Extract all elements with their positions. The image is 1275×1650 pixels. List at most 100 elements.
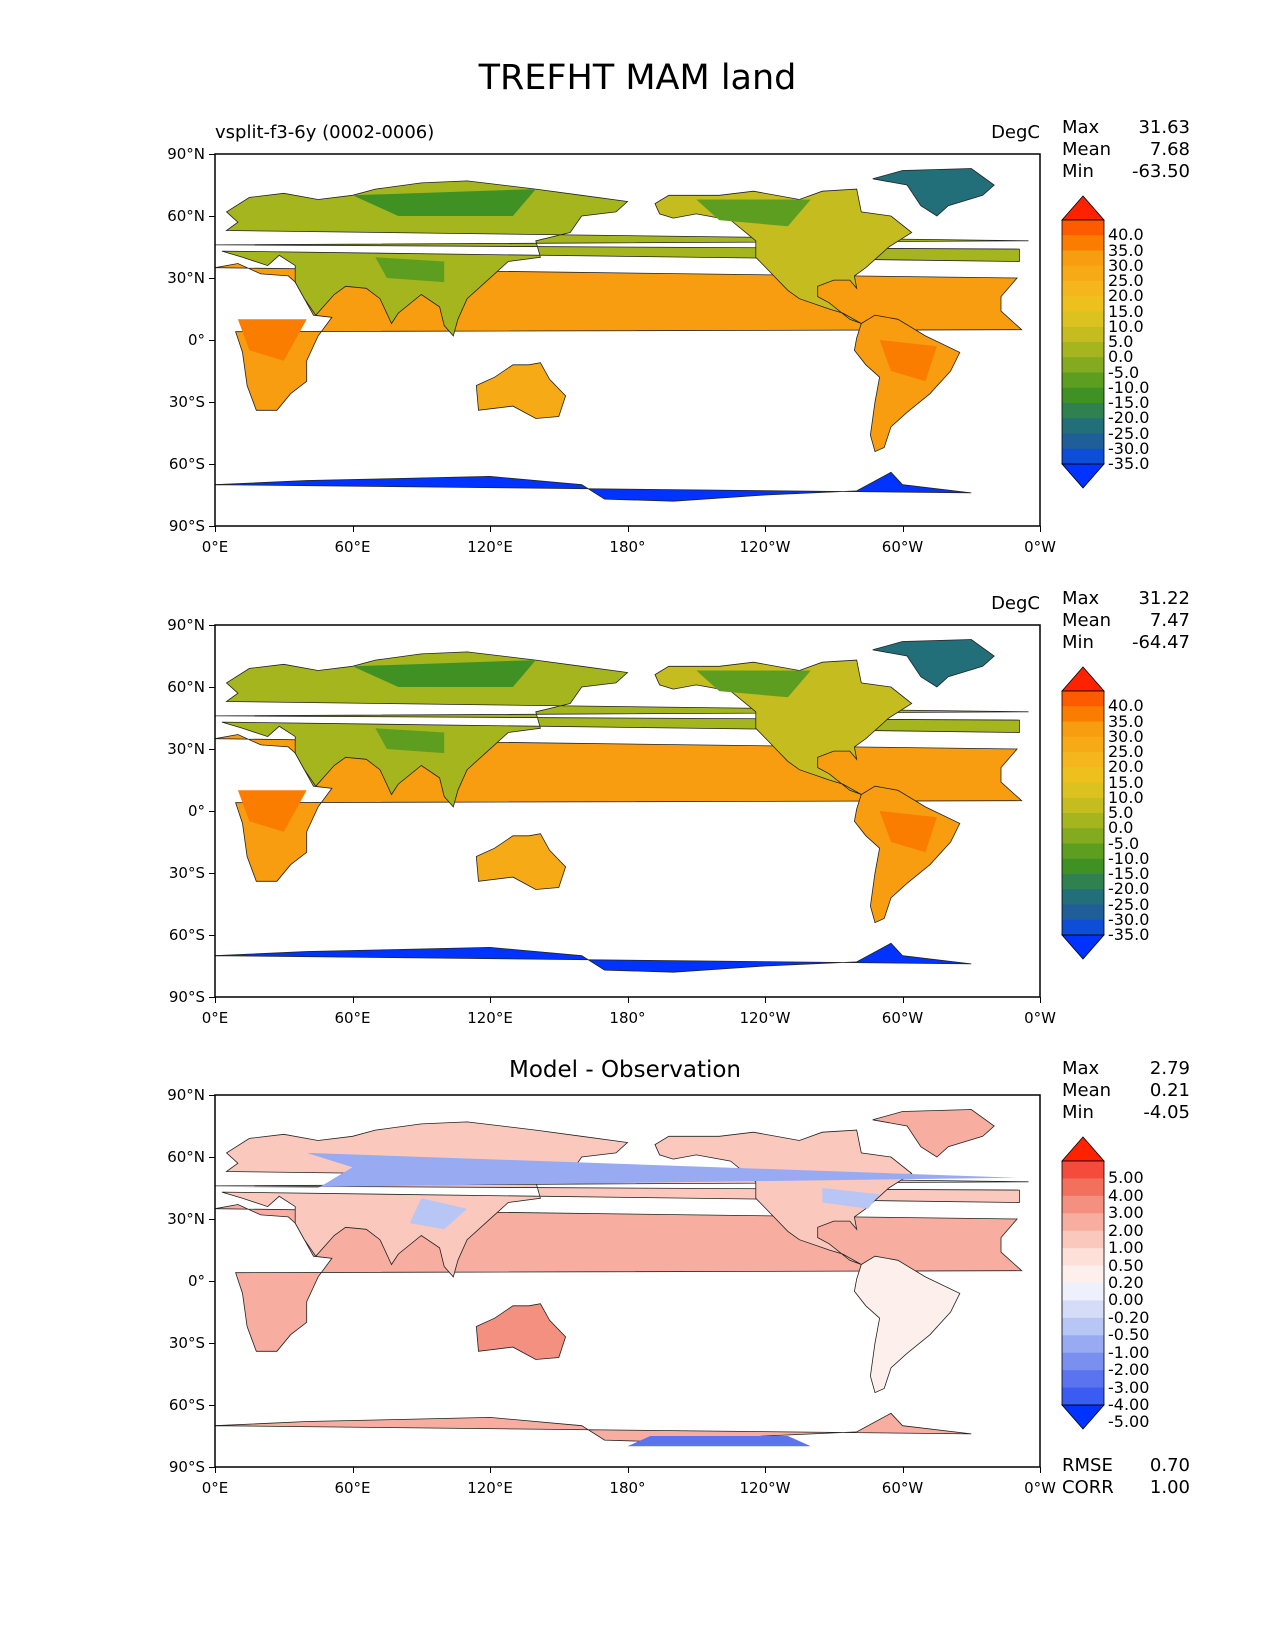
y-tick-mark	[209, 464, 215, 465]
colorbar-segment	[1062, 1248, 1104, 1267]
colorbar-tick-label: -3.00	[1108, 1377, 1150, 1397]
x-tick-label: 0°W	[1024, 538, 1056, 556]
landmass-antarctica	[214, 471, 972, 526]
y-tick-label: 60°N	[167, 1148, 205, 1166]
colorbar-tick-label: 5.00	[1108, 1168, 1144, 1188]
colorbar-tick-label: -4.00	[1108, 1395, 1150, 1414]
landmass-greenland	[872, 168, 995, 217]
colorbar-tick-label: 30.0	[1108, 255, 1144, 275]
x-tick-mark	[352, 526, 354, 532]
stat-value: -63.50	[1131, 161, 1190, 182]
colorbar-segment	[1062, 1230, 1104, 1249]
x-tick-label: 60°W	[881, 1479, 924, 1497]
landmass-namerica	[654, 188, 913, 324]
stat-value: 0.70	[1149, 1455, 1190, 1476]
x-tick-label: 180°	[609, 1009, 646, 1027]
stat-label: Max	[1062, 1058, 1100, 1079]
landmass-samerica	[853, 314, 961, 453]
y-tick-label: 60°S	[168, 926, 205, 944]
colorbar-segment	[1062, 1387, 1104, 1406]
colorbar-segment	[1062, 220, 1104, 236]
x-tick-label: 120°E	[467, 1009, 513, 1027]
units-label: DegC	[991, 593, 1040, 614]
y-tick-mark	[209, 1281, 215, 1282]
landmass-namerica	[654, 659, 913, 795]
colorbar-tick-label: 40.0	[1108, 696, 1144, 716]
y-tick-label: 60°N	[167, 207, 205, 225]
colorbar-tick-label: -20.0	[1108, 408, 1150, 428]
colorbar-tick-label: 2.00	[1108, 1220, 1144, 1240]
colorbar-segment	[1062, 828, 1104, 844]
x-tick-mark	[215, 1467, 216, 1473]
colorbar-segment	[1062, 858, 1104, 875]
x-tick-mark	[490, 1467, 491, 1473]
colorbar-segment	[1062, 1370, 1104, 1389]
stat-label: Min	[1062, 1102, 1094, 1123]
colorbar-tick-label: -20.0	[1108, 879, 1150, 899]
x-tick-label: 180°	[609, 1479, 646, 1497]
map-panel-1	[214, 153, 1041, 527]
colorbar-tick-label: 0.0	[1108, 347, 1134, 367]
colorbar-tick-label: -25.0	[1108, 423, 1150, 443]
y-tick-label: 60°S	[168, 1396, 205, 1414]
y-tick-label: 90°S	[168, 1458, 205, 1476]
units-label: DegC	[991, 122, 1040, 143]
stat-value: 31.22	[1138, 588, 1190, 609]
colorbar-segment	[1062, 418, 1104, 434]
colorbar-segment	[1062, 843, 1104, 860]
landmass-greenland	[872, 1109, 995, 1158]
colorbar-tick-label: 10.0	[1108, 316, 1144, 336]
stat-label: Max	[1062, 588, 1100, 609]
y-tick-label: 90°S	[168, 517, 205, 535]
landmass-eurasia	[214, 180, 1029, 337]
colorbar-segment	[1062, 767, 1104, 783]
y-tick-label: 90°N	[167, 1086, 205, 1104]
stat-min: Min -4.05	[1062, 1102, 1190, 1124]
colorbar-segment	[1062, 448, 1104, 465]
x-tick-label: 0°E	[201, 538, 229, 556]
colorbar-tick-label: -0.50	[1108, 1325, 1150, 1345]
colorbar-segment	[1062, 1178, 1104, 1197]
x-tick-label: 0°W	[1024, 1479, 1056, 1497]
stat-value: 2.79	[1149, 1058, 1190, 1079]
colorbar-segment	[1062, 691, 1104, 707]
colorbar-tick-label: -35.0	[1108, 925, 1150, 944]
y-tick-mark	[209, 402, 215, 403]
shading-patch	[879, 340, 937, 382]
y-tick-mark	[209, 1157, 215, 1158]
colorbar-segment	[1062, 706, 1104, 722]
stat-label: CORR	[1062, 1477, 1114, 1498]
x-tick-label: 60°W	[881, 538, 924, 556]
colorbar-tick-label: 30.0	[1108, 726, 1144, 746]
landmass-antarctica	[214, 942, 972, 997]
y-tick-label: 30°S	[168, 393, 205, 411]
colorbar-tick-label: 0.20	[1108, 1273, 1144, 1292]
y-tick-mark	[209, 749, 215, 750]
colorbar-tick-label: -5.00	[1108, 1412, 1150, 1432]
y-tick-label: 30°N	[167, 740, 205, 758]
x-tick-label: 60°E	[334, 1479, 371, 1497]
colorbar-segment	[1062, 736, 1104, 753]
colorbar-tick-label: -15.0	[1108, 393, 1150, 412]
x-tick-label: 60°W	[881, 1009, 924, 1027]
colorbar-tick-label: 0.50	[1108, 1255, 1144, 1275]
y-tick-label: 90°N	[167, 616, 205, 634]
x-tick-label: 120°E	[467, 538, 513, 556]
landmass-samerica	[853, 1255, 961, 1394]
colorbar-segment	[1062, 1283, 1104, 1301]
colorbar-segment	[1062, 250, 1104, 267]
colorbar-tick-label: -1.00	[1108, 1342, 1150, 1362]
y-tick-label: 60°S	[168, 455, 205, 473]
x-tick-mark	[902, 997, 904, 1003]
x-tick-label: 0°W	[1024, 1009, 1056, 1027]
stat-label: Min	[1062, 161, 1094, 182]
y-tick-label: 30°N	[167, 269, 205, 287]
colorbar	[1061, 195, 1105, 489]
landmass-samerica	[853, 785, 961, 924]
stat-value: 7.68	[1149, 139, 1190, 160]
colorbar-segment	[1062, 1213, 1104, 1232]
y-tick-mark	[209, 873, 215, 874]
colorbar-segment	[1062, 235, 1104, 251]
colorbar-segment	[1062, 874, 1104, 890]
y-tick-mark	[209, 278, 215, 279]
